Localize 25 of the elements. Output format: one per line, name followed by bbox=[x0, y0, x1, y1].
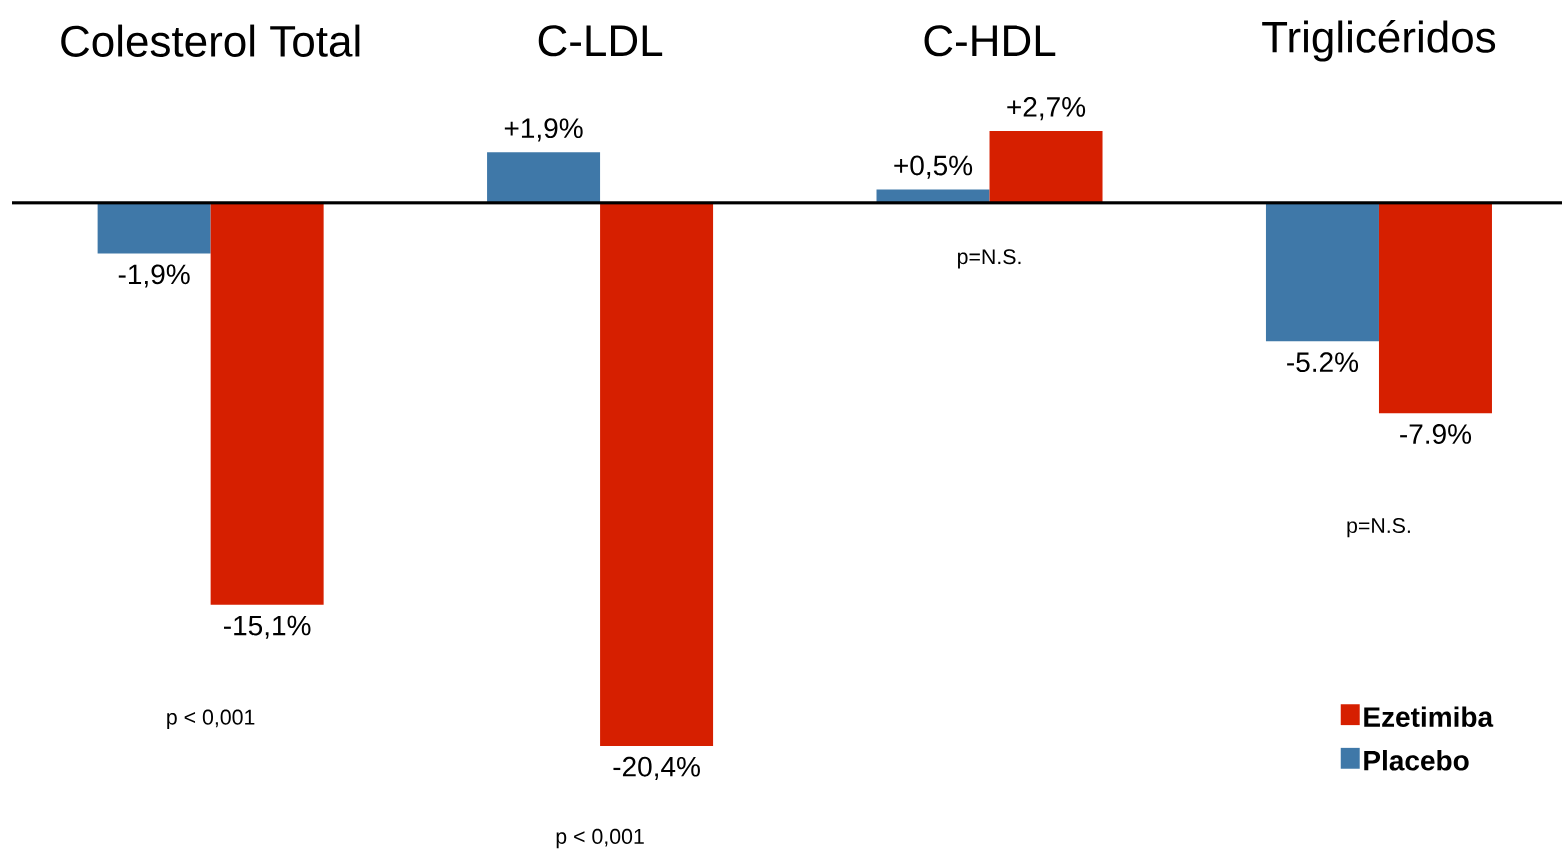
data-label: -20,4% bbox=[613, 756, 700, 780]
annotation: p < 0,001 bbox=[167, 709, 255, 729]
text: p < 0,001 bbox=[556, 828, 644, 849]
data-label: +2,7% bbox=[1007, 97, 1086, 121]
x-tick-label: Triglicéridos bbox=[1262, 19, 1496, 62]
data-label: +1,9% bbox=[504, 118, 583, 142]
annotation: p=N.S. bbox=[957, 249, 1021, 269]
legend-label: Placebo bbox=[1364, 750, 1469, 771]
bar bbox=[1265, 202, 1379, 342]
x-tick-label: Colesterol Total bbox=[61, 24, 360, 57]
bar bbox=[989, 131, 1103, 203]
data-label: +0,5% bbox=[894, 155, 973, 179]
legend-label: Ezetimiba bbox=[1364, 706, 1494, 727]
data-label: -15,1% bbox=[224, 615, 311, 639]
x-tick-label: C-HDL bbox=[924, 25, 1056, 57]
bar bbox=[1378, 202, 1492, 414]
bar bbox=[487, 152, 601, 203]
bar bbox=[97, 202, 211, 254]
data-label: -5.2% bbox=[1287, 352, 1359, 373]
annotation: p=N.S. bbox=[1347, 517, 1410, 538]
x-tick-label: C-LDL bbox=[538, 25, 663, 57]
bar bbox=[600, 202, 714, 746]
data-label: -1,9% bbox=[118, 264, 190, 288]
bar bbox=[210, 202, 324, 605]
data-label: -7.9% bbox=[1400, 424, 1472, 444]
